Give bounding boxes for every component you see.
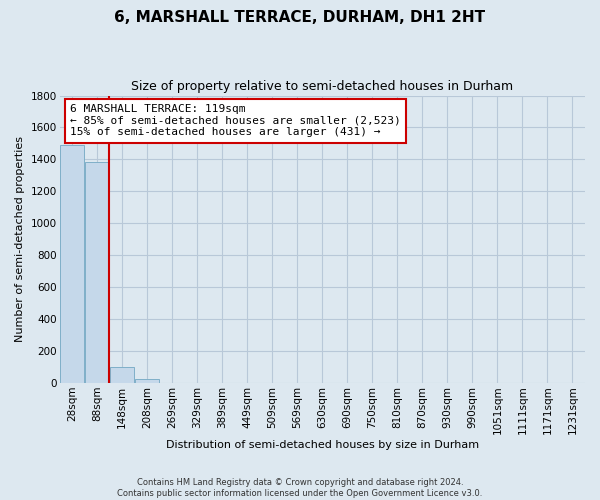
Y-axis label: Number of semi-detached properties: Number of semi-detached properties (15, 136, 25, 342)
Bar (135, 379, 159, 383)
Bar (85, 162, 109, 383)
Text: 6 MARSHALL TERRACE: 119sqm
← 85% of semi-detached houses are smaller (2,523)
15%: 6 MARSHALL TERRACE: 119sqm ← 85% of semi… (70, 104, 401, 138)
Title: Size of property relative to semi-detached houses in Durham: Size of property relative to semi-detach… (131, 80, 514, 93)
X-axis label: Distribution of semi-detached houses by size in Durham: Distribution of semi-detached houses by … (166, 440, 479, 450)
Text: Contains HM Land Registry data © Crown copyright and database right 2024.
Contai: Contains HM Land Registry data © Crown c… (118, 478, 482, 498)
Bar (110, 367, 134, 383)
Text: 6, MARSHALL TERRACE, DURHAM, DH1 2HT: 6, MARSHALL TERRACE, DURHAM, DH1 2HT (115, 10, 485, 25)
Bar (60, 145, 84, 383)
